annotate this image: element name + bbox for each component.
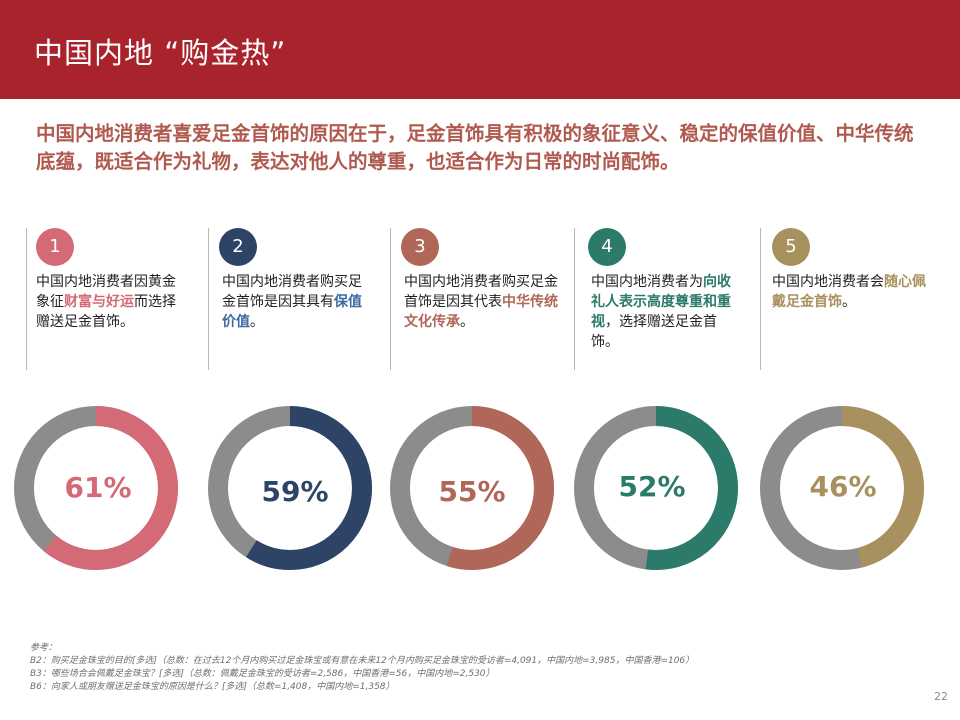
- footnote-line: B2：购买足金珠宝的目的[多选]（总数：在过去12个月内购买过足金珠宝或有意在未…: [30, 656, 695, 666]
- reason-text: 。: [842, 294, 856, 310]
- reason-highlight: 中华传统文化传承: [404, 294, 558, 330]
- reason-text: ，选择赠送足金首饰。: [591, 314, 717, 350]
- number-badge-5: 5: [772, 228, 810, 266]
- column-divider: [26, 228, 27, 370]
- donut-chart-2: [208, 406, 372, 570]
- column-divider: [574, 228, 575, 370]
- column-divider: [390, 228, 391, 370]
- reason-highlight: 随心佩戴足金首饰: [772, 274, 926, 310]
- footnote-line: B6：向家人或朋友赠送足金珠宝的原因是什么？[多选]（总数=1,408，中国内地…: [30, 682, 395, 692]
- reason-highlight: 向收礼人表示高度尊重和重视: [591, 274, 731, 330]
- reason-text-3: 中国内地消费者购买足金首饰是因其代表中华传统文化传承。: [404, 272, 566, 332]
- percent-label-1: 61%: [64, 471, 132, 504]
- reason-text: 中国内地消费者购买足金首饰是因其具有: [222, 274, 362, 310]
- page-number: 22: [934, 690, 948, 703]
- footnote-line: B3：哪些场合会佩戴足金珠宝？[多选]（总数：佩戴足金珠宝的受访者=2,586，…: [30, 669, 495, 679]
- reason-text-1: 中国内地消费者因黄金象征财富与好运而选择赠送足金首饰。: [36, 272, 184, 332]
- reason-text-2: 中国内地消费者购买足金首饰是因其具有保值价值。: [222, 272, 370, 332]
- donut-value-arc-1: [14, 406, 178, 570]
- percent-label-4: 52%: [618, 470, 686, 503]
- reason-text-4: 中国内地消费者为向收礼人表示高度尊重和重视，选择赠送足金首饰。: [591, 272, 739, 352]
- number-badge-3: 3: [401, 228, 439, 266]
- reason-highlight: 财富与好运: [64, 294, 134, 310]
- number-badge-1: 1: [36, 228, 74, 266]
- footnote-heading: 参考：: [30, 643, 58, 653]
- page-title: 中国内地 “购金热”: [34, 36, 287, 70]
- reason-text-5: 中国内地消费者会随心佩戴足金首饰。: [772, 272, 932, 312]
- column-divider: [760, 228, 761, 370]
- intro-text: 中国内地消费者喜爱足金首饰的原因在于，足金首饰具有积极的象征意义、稳定的保值价值…: [36, 122, 914, 173]
- donut-chart-4: [574, 406, 738, 570]
- donut-chart-3: [390, 406, 554, 570]
- donut-value-arc-4: [574, 406, 738, 570]
- header-bar: 中国内地 “购金热”: [0, 0, 960, 99]
- donut-value-arc-2: [208, 406, 372, 570]
- donut-value-arc-5: [760, 406, 924, 570]
- percent-label-2: 59%: [261, 475, 329, 508]
- reason-text: 。: [250, 314, 264, 330]
- reason-text: 中国内地消费者会: [772, 274, 884, 290]
- donut-value-arc-3: [390, 406, 554, 570]
- donut-chart-5: [760, 406, 924, 570]
- reason-text: 中国内地消费者因黄金象征: [36, 274, 176, 310]
- column-divider: [208, 228, 209, 370]
- footnotes: 参考： B2：购买足金珠宝的目的[多选]（总数：在过去12个月内购买过足金珠宝或…: [30, 642, 694, 694]
- percent-label-5: 46%: [809, 470, 877, 503]
- reason-text: 而选择赠送足金首饰。: [36, 294, 176, 330]
- number-badge-2: 2: [219, 228, 257, 266]
- reason-highlight: 保值价值: [222, 294, 362, 330]
- reason-text: 。: [460, 314, 474, 330]
- donut-chart-1: [14, 406, 178, 570]
- number-badge-4: 4: [588, 228, 626, 266]
- reason-text: 中国内地消费者为: [591, 274, 703, 290]
- reason-text: 中国内地消费者购买足金首饰是因其代表: [404, 274, 558, 310]
- percent-label-3: 55%: [438, 475, 506, 508]
